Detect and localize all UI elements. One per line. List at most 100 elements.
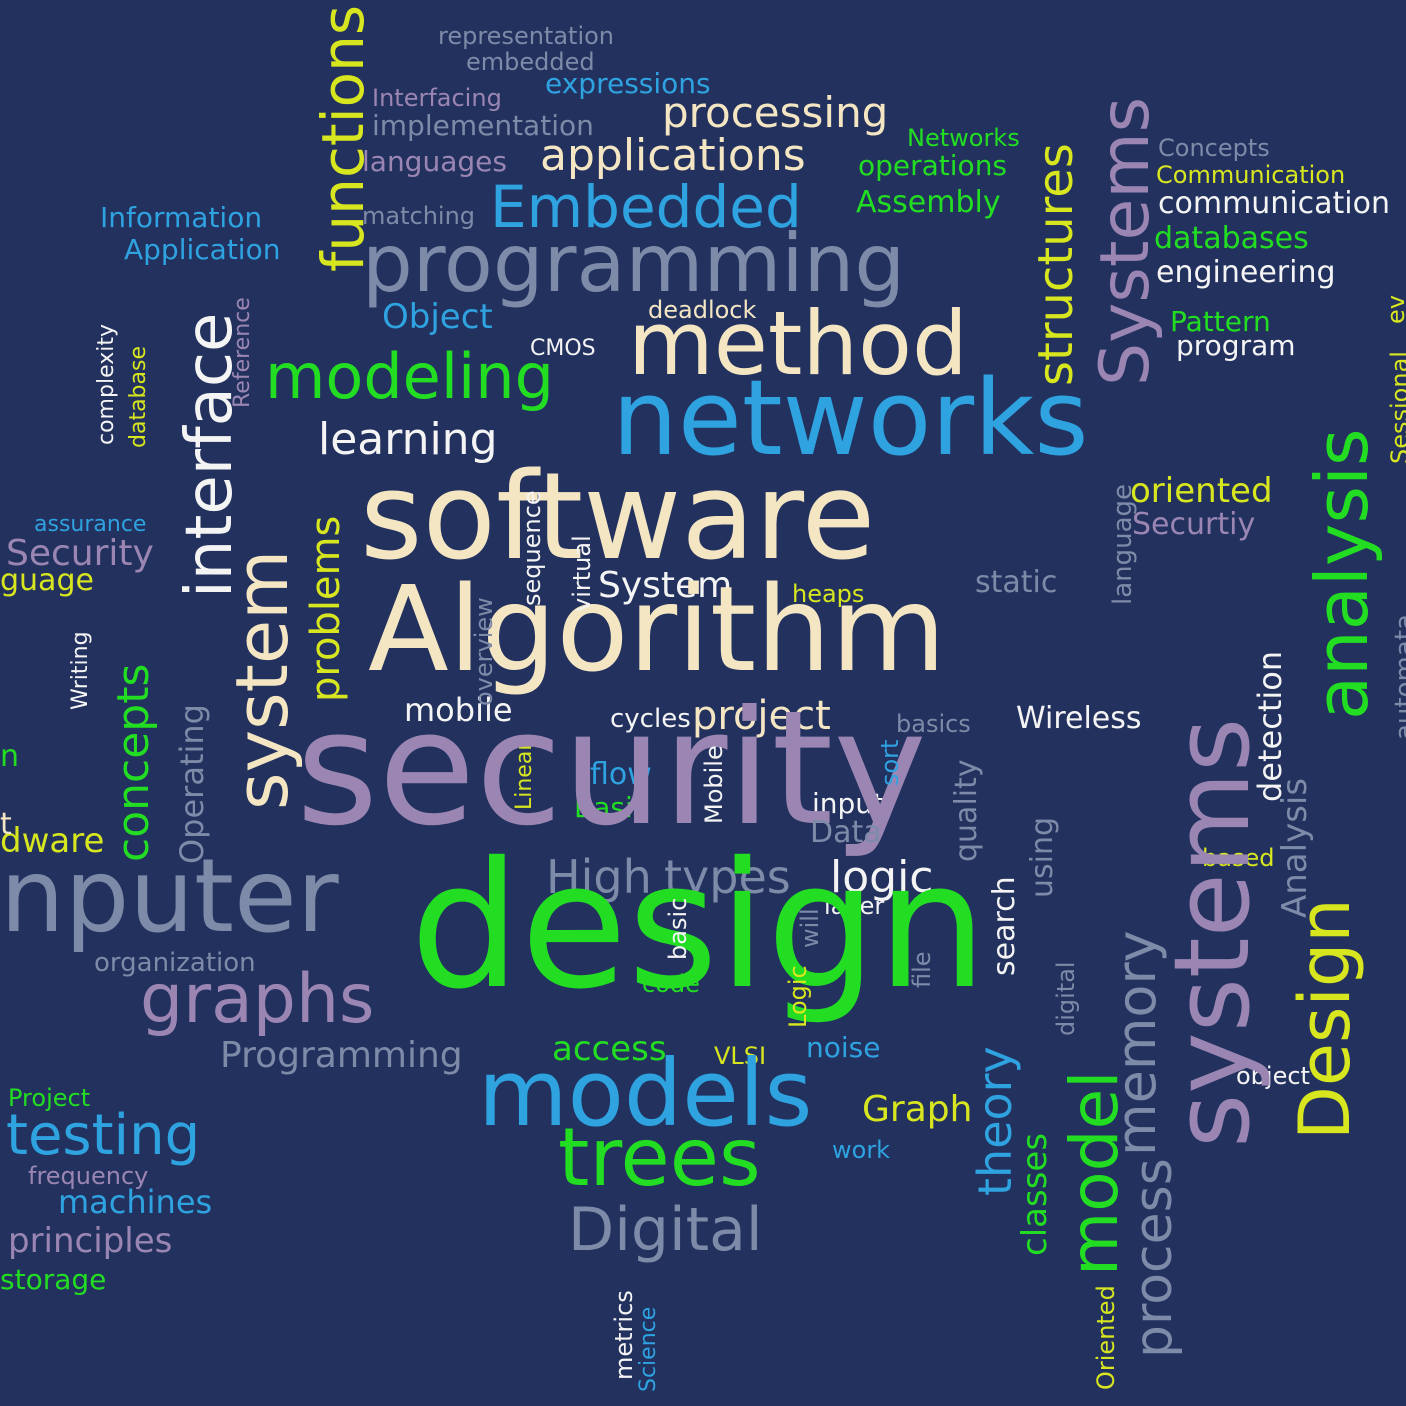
word-oriented-33: oriented — [1130, 471, 1273, 511]
word-systems-110: Systems — [1086, 97, 1165, 386]
word-static-41: static — [975, 565, 1058, 600]
word-language-38: language — [1108, 483, 1138, 605]
word-logic-100: Logic — [784, 965, 812, 1028]
word-information-12: Information — [100, 201, 263, 234]
word-communication-16: communication — [1158, 186, 1391, 221]
word-design-114: Design — [1284, 898, 1366, 1140]
word-assembly-15: Assembly — [856, 185, 1001, 220]
word-machines-80: machines — [58, 1183, 213, 1221]
word-programming-68: Programming — [220, 1035, 463, 1076]
word-expressions-2: expressions — [545, 67, 711, 100]
word-mobile-94: Mobile — [700, 745, 728, 824]
word-nputer-62: nputer — [0, 837, 339, 956]
word-analysis-115: analysis — [1300, 428, 1384, 720]
word-layer-60: layer — [824, 892, 885, 920]
word-basic-51: Basic — [574, 791, 649, 824]
word-networks-28: networks — [612, 357, 1089, 479]
word-sessional-117: Sessional — [1386, 351, 1406, 464]
word-will-101: will — [796, 908, 824, 948]
word-programming-19: programming — [362, 217, 906, 310]
word-pattern-23: Pattern — [1170, 305, 1271, 338]
word-oriented-106: Oriented — [1092, 1285, 1120, 1390]
word-quality-96: quality — [949, 759, 984, 862]
word-detection-113: detection — [1251, 650, 1289, 802]
word-dware-55: dware — [0, 821, 105, 861]
word-classes-103: classes — [1015, 1132, 1055, 1256]
word-automata-116: automata — [1390, 614, 1406, 740]
word-modeling-27: modeling — [265, 340, 554, 413]
word-heaps-40: heaps — [792, 580, 865, 608]
word-operations-9: operations — [858, 149, 1008, 182]
word-theory-102: theory — [968, 1046, 1022, 1196]
word-databases-18: databases — [1154, 221, 1309, 256]
word-flow-49: flow — [590, 757, 652, 792]
word-design-63: design — [410, 825, 988, 1028]
word-communication-11: Communication — [1156, 161, 1346, 189]
word-virtual-93: virtual — [568, 535, 596, 612]
word-input-52: input — [812, 787, 885, 820]
word-operating-90: Operating — [173, 704, 211, 864]
word-database-31: database — [126, 346, 151, 448]
word-structures-109: structures — [1028, 143, 1084, 386]
word-n-120: n — [0, 739, 20, 774]
word-mobile-44: mobile — [404, 691, 513, 729]
word-wireless-48: Wireless — [1016, 701, 1142, 736]
word-systems-111: systems — [1151, 717, 1273, 1148]
word-data-54: Data — [810, 815, 882, 850]
word-networks-6: Networks — [907, 124, 1020, 152]
word-digital-108: digital — [1052, 961, 1080, 1036]
word-graph-74: Graph — [862, 1089, 973, 1130]
word-program-24: program — [1176, 329, 1296, 362]
word-deadlock-21: deadlock — [648, 296, 757, 324]
word-cmos-25: CMOS — [530, 336, 596, 361]
word-object-22: Object — [382, 297, 493, 337]
word-principles-82: principles — [8, 1221, 173, 1261]
word-project-75: Project — [8, 1084, 91, 1112]
word-method-26: method — [628, 292, 968, 395]
word-representation-0: representation — [438, 22, 615, 50]
word-sequence-92: sequence — [518, 490, 546, 606]
word-implementation-4: implementation — [372, 109, 594, 142]
word-trees-78: trees — [558, 1111, 761, 1204]
word-overview-91: overview — [470, 597, 498, 706]
word-concepts-10: Concepts — [1158, 134, 1270, 162]
word-code-65: code — [642, 970, 700, 998]
word-t-119: t — [0, 807, 12, 842]
word-securtiy-37: Securtiy — [1132, 507, 1256, 542]
word-frequency-79: frequency — [28, 1162, 149, 1190]
word-process-105: process — [1124, 1158, 1184, 1358]
word-application-17: Application — [124, 233, 281, 266]
word-high-57: High — [546, 850, 652, 904]
word-security-53: security — [296, 677, 927, 861]
word-organization-64: organization — [94, 948, 256, 978]
word-matching-13: matching — [362, 202, 476, 230]
word-testing-76: testing — [6, 1103, 201, 1168]
word-vlsi-70: VLSI — [714, 1042, 767, 1070]
word-metrics-84: metrics — [610, 1290, 638, 1380]
word-assurance-35: assurance — [34, 512, 147, 537]
word-digital-81: Digital — [568, 1195, 763, 1265]
word-embedded-14: Embedded — [490, 173, 802, 241]
word-writing-43: Writing — [68, 631, 93, 710]
word-applications-7: applications — [540, 130, 806, 181]
word-security-36: Security — [6, 533, 154, 574]
word-file-99: file — [908, 951, 936, 988]
word-processing-5: processing — [662, 88, 889, 137]
word-system-39: System — [598, 565, 733, 606]
word-concepts-56: concepts — [108, 663, 159, 862]
word-storage-83: storage — [0, 1263, 107, 1296]
word-engineering-20: engineering — [1156, 255, 1336, 290]
word-embedded-1: embedded — [466, 48, 595, 76]
word-work-77: work — [832, 1136, 891, 1164]
word-algorithm-42: Algorithm — [368, 560, 946, 698]
word-system-88: system — [220, 549, 304, 810]
word-sort-95: sort — [876, 739, 904, 786]
word-ev-118: ev — [1382, 295, 1406, 324]
word-object-72: object — [1236, 1062, 1310, 1090]
word-functions-86: functions — [309, 4, 377, 272]
word-using-97: using — [1025, 816, 1060, 898]
word-basics-47: basics — [896, 710, 971, 738]
word-languages-8: languages — [362, 145, 507, 178]
word-problems-89: problems — [303, 515, 349, 702]
